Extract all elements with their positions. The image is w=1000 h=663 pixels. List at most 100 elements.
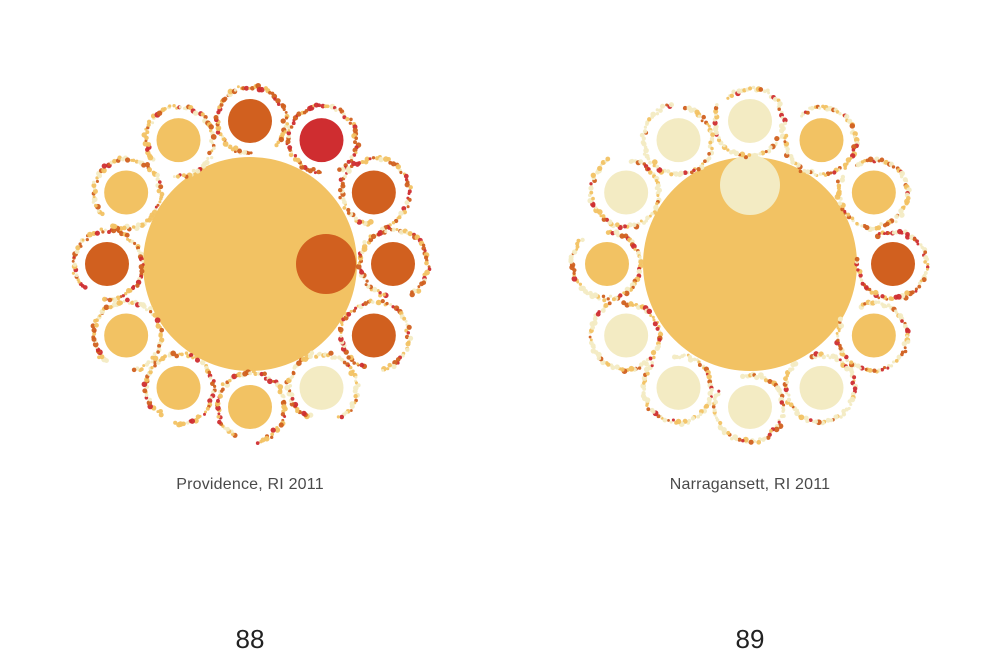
ring-dot (275, 98, 281, 104)
ring-dot (905, 179, 909, 183)
satellite-10 (71, 227, 145, 303)
ring-dot (81, 238, 85, 242)
ring-dot (578, 282, 583, 286)
ring-dot (737, 437, 742, 442)
ring-dot (395, 357, 401, 362)
ring-dot (825, 417, 831, 423)
ring-dot (844, 113, 850, 120)
ring-dot (110, 223, 116, 229)
ring-dot (139, 222, 145, 228)
ring-dot (76, 278, 80, 282)
ring-dot (236, 85, 240, 89)
ring-dot (682, 105, 688, 111)
ring-dot (849, 123, 856, 129)
ring-dot (404, 200, 410, 206)
ring-dot (603, 302, 609, 309)
ring-dot (600, 308, 606, 313)
ring-dot (174, 353, 180, 359)
ring-dot (381, 368, 385, 372)
ring-dot (925, 267, 929, 271)
ring-dot (648, 160, 652, 165)
ring-dot (210, 134, 217, 140)
ring-dot (576, 238, 581, 243)
ring-dot (779, 128, 785, 134)
ring-dot (731, 89, 736, 95)
ring-dot (124, 157, 131, 163)
ring-dot (840, 174, 846, 180)
ring-dot (346, 207, 351, 213)
ring-dot (790, 367, 795, 371)
ring-dot (708, 140, 713, 145)
ring-dot (640, 383, 647, 389)
ring-dot (706, 374, 712, 380)
ring-dot (391, 363, 397, 370)
ring-dot (158, 184, 164, 190)
ring-dot (619, 233, 625, 239)
page-number: 89 (735, 624, 765, 654)
ring-dot (293, 154, 298, 158)
ring-dot (101, 230, 105, 234)
ring-dot (203, 114, 208, 120)
ring-dot (872, 368, 877, 373)
ring-dot (641, 391, 646, 396)
ring-dot (395, 164, 401, 170)
ring-dot (144, 308, 149, 312)
ring-dot (669, 420, 673, 424)
ring-dot (368, 157, 372, 161)
ring-dot (860, 281, 865, 286)
ring-dot (423, 249, 427, 253)
ring-dot (923, 250, 928, 255)
ring-dot (158, 408, 163, 414)
ring-dot (213, 384, 217, 388)
ring-dot (343, 174, 347, 179)
ring-dot (777, 420, 781, 424)
ring-dot (405, 341, 411, 347)
ring-dot (903, 346, 907, 350)
ring-dot (696, 414, 701, 419)
ring-dot (156, 203, 160, 207)
ring-dot (207, 370, 212, 375)
ring-dot (855, 221, 859, 226)
ring-dot (288, 383, 293, 388)
satellite-core (604, 313, 649, 358)
ring-dot (348, 121, 352, 125)
ring-dot (652, 318, 656, 322)
ring-dot (826, 354, 830, 358)
ring-dot (821, 172, 826, 176)
ring-dot (172, 104, 176, 108)
ring-dot (711, 404, 716, 409)
ring-dot (655, 108, 659, 112)
ring-dot (406, 205, 410, 209)
ring-dot (706, 122, 710, 126)
ring-dot (406, 324, 412, 330)
satellite-1 (712, 85, 788, 160)
center-circle (143, 157, 357, 371)
ring-dot (163, 107, 167, 111)
ring-dot (656, 193, 660, 198)
ring-dot (295, 407, 300, 412)
ring-dot (378, 293, 383, 298)
ring-dot (616, 233, 621, 238)
ring-dot (353, 140, 357, 145)
ring-dot (107, 230, 111, 234)
ring-dot (237, 148, 242, 154)
ring-dot (173, 420, 178, 425)
ring-dot (355, 263, 362, 270)
ring-dot (858, 273, 863, 278)
ring-dot (136, 248, 141, 253)
ring-dot (600, 159, 606, 166)
ring-dot (589, 182, 593, 186)
ring-dot (853, 136, 860, 143)
ring-dot (424, 255, 429, 260)
ring-dot (158, 333, 163, 338)
ring-dot (638, 259, 645, 265)
satellite-core (728, 99, 772, 143)
ring-dot (838, 112, 842, 116)
ring-dot (798, 414, 802, 418)
ring-dot (893, 294, 899, 300)
ring-dot (212, 146, 216, 151)
ring-dot (147, 167, 152, 173)
ring-dot (894, 220, 898, 224)
ring-dot (361, 243, 368, 250)
ring-dot (708, 129, 713, 134)
